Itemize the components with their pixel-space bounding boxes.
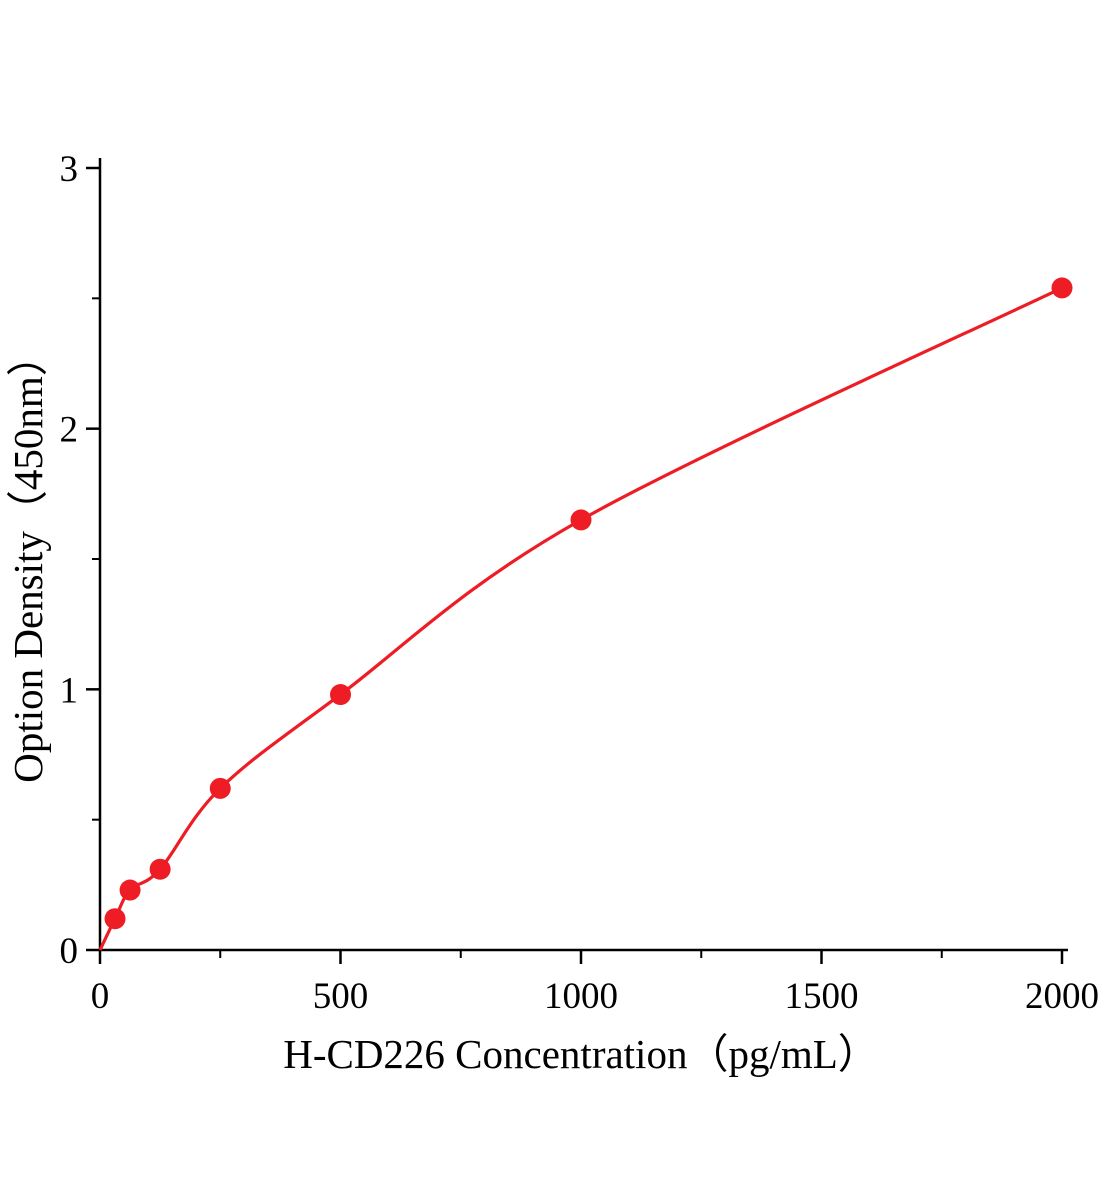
x-tick-label: 2000 [1025, 976, 1099, 1017]
data-point [104, 908, 126, 930]
data-point [330, 684, 351, 706]
data-point [1051, 277, 1073, 299]
y-tick-label: 2 [60, 410, 79, 451]
x-axis-label: H-CD226 Concentration（pg/mL） [283, 1031, 879, 1077]
data-point [209, 777, 231, 799]
axes: 0 500 1000 1500 2000 0 1 2 3 [60, 149, 1100, 1017]
data-point [570, 509, 592, 531]
x-tick-label: 1000 [544, 976, 618, 1017]
data-point [119, 879, 141, 901]
y-tick-label: 0 [60, 931, 79, 972]
y-tick-label: 3 [60, 149, 79, 190]
fit-curve [98, 286, 1063, 951]
data-series [98, 277, 1073, 951]
data-point [149, 858, 171, 880]
x-tick-label: 0 [91, 976, 110, 1017]
x-tick-label: 1500 [785, 976, 859, 1017]
y-tick-label: 1 [60, 670, 79, 711]
x-tick-label: 500 [313, 976, 369, 1017]
y-axis-label: Option Density（450nm） [5, 335, 51, 783]
